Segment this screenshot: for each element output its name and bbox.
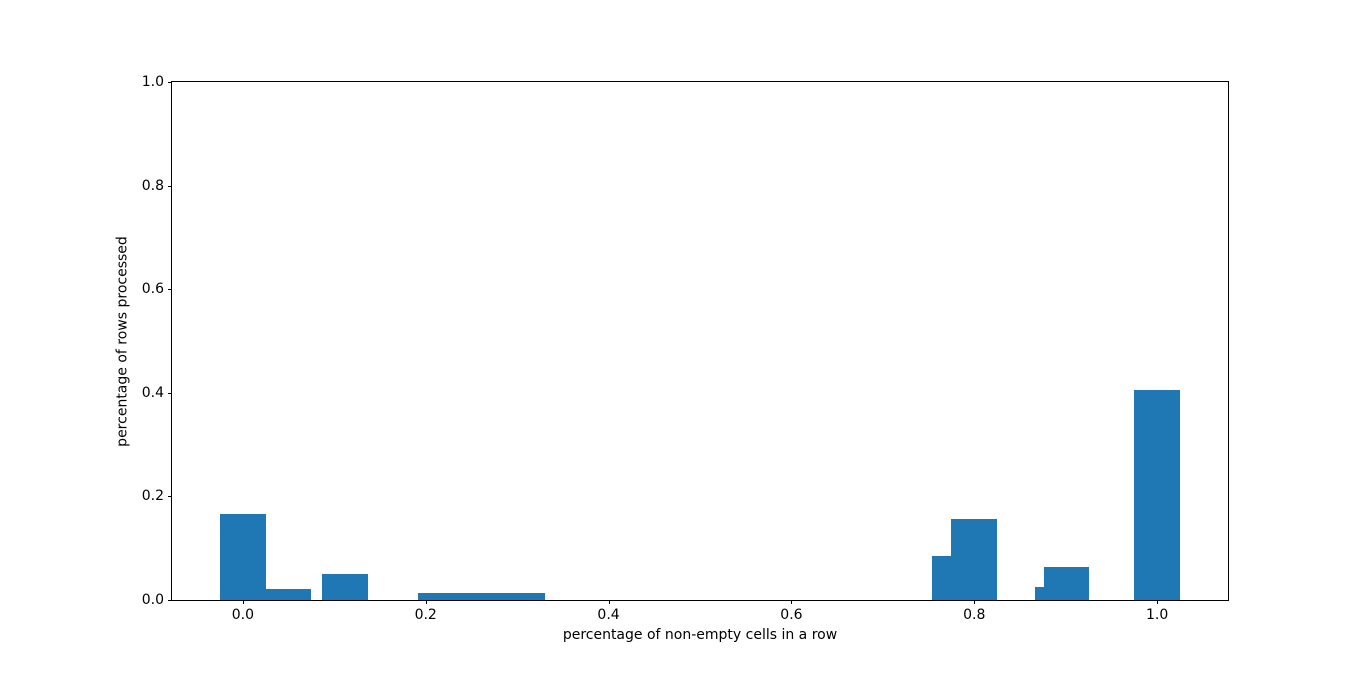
y-tick-label: 0.4 bbox=[141, 384, 164, 401]
bar bbox=[458, 593, 505, 600]
x-tick-label: 0.8 bbox=[963, 607, 986, 623]
x-tick-mark bbox=[791, 600, 793, 604]
y-tick-mark bbox=[168, 600, 172, 601]
y-axis-label: percentage of rows processed bbox=[114, 236, 131, 447]
y-tick-label: 1.0 bbox=[141, 74, 164, 90]
x-tick-mark bbox=[425, 600, 427, 604]
bar bbox=[498, 593, 545, 600]
bar bbox=[322, 573, 369, 600]
y-tick-mark bbox=[168, 289, 172, 291]
x-tick-mark bbox=[608, 600, 610, 604]
y-tick-label: 0.2 bbox=[141, 488, 164, 505]
y-tick-label: 0.0 bbox=[141, 592, 164, 608]
y-tick-label: 0.6 bbox=[141, 281, 164, 298]
bar bbox=[265, 588, 312, 600]
x-axis-label: percentage of non-empty cells in a row bbox=[562, 627, 838, 643]
y-tick-mark bbox=[168, 185, 172, 187]
x-tick-mark bbox=[242, 600, 244, 604]
bar bbox=[418, 593, 465, 600]
x-tick-label: 0.4 bbox=[597, 607, 620, 623]
y-tick-mark bbox=[168, 392, 172, 394]
plot-area: 0.0 0.2 0.4 0.6 0.8 1.0 0.0 0.2 0.4 0.6 0.8 1.0 bbox=[142, 74, 1229, 623]
y-tick-mark bbox=[168, 496, 172, 498]
x-tick-label: 1.0 bbox=[1146, 607, 1169, 623]
x-tick-mark bbox=[1157, 600, 1159, 604]
bar bbox=[951, 519, 998, 600]
bar bbox=[1043, 567, 1090, 600]
x-tick-label: 0.6 bbox=[780, 607, 803, 623]
bar bbox=[1134, 389, 1180, 600]
bar bbox=[220, 513, 266, 600]
x-tick-mark bbox=[974, 600, 976, 604]
x-tick-label: 0.0 bbox=[231, 607, 254, 623]
y-tick-mark bbox=[168, 82, 172, 83]
y-tick-label: 0.8 bbox=[141, 177, 164, 194]
x-tick-label: 0.2 bbox=[414, 607, 437, 623]
